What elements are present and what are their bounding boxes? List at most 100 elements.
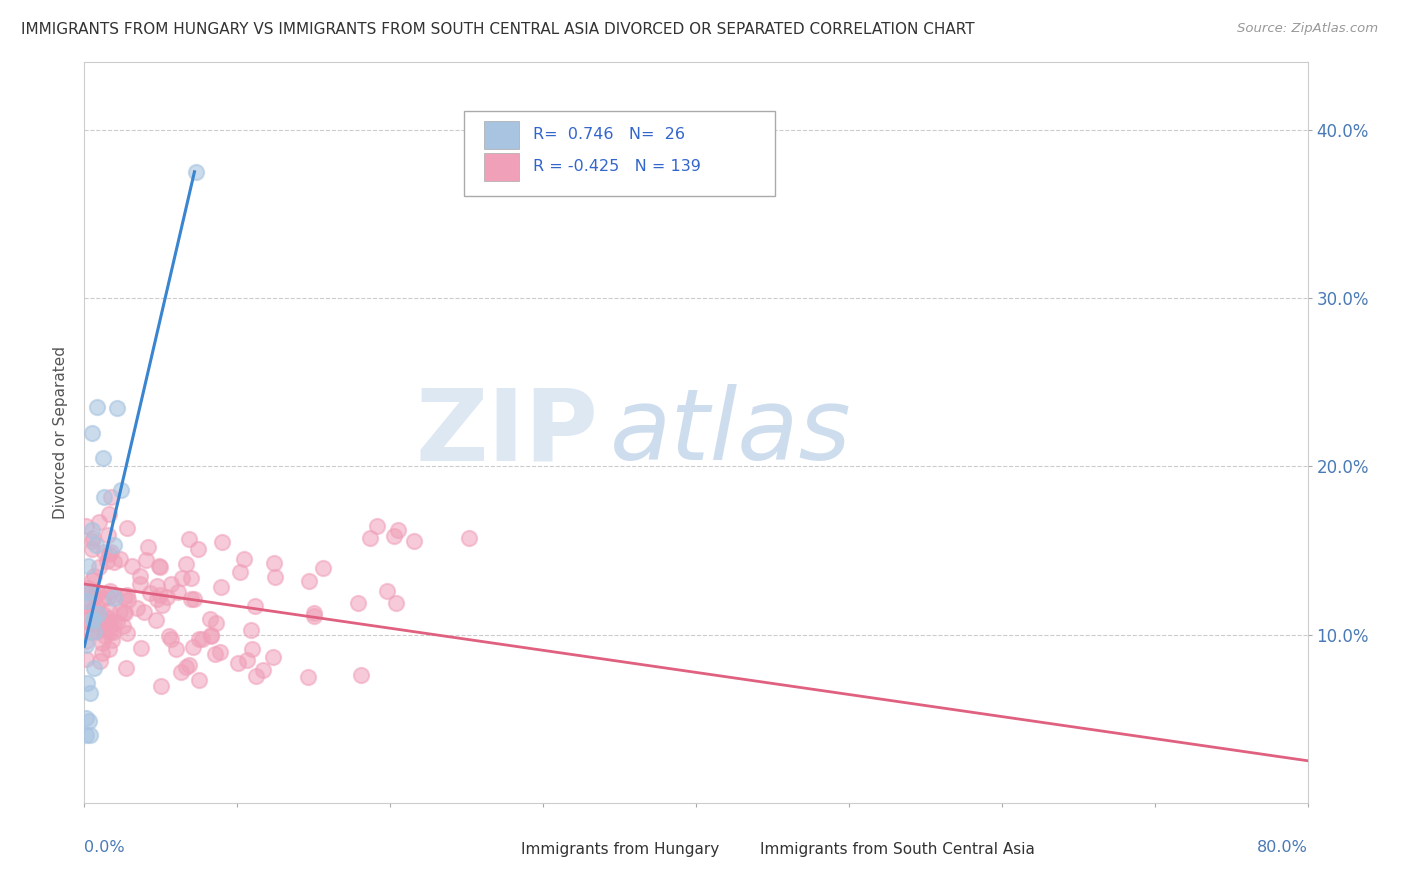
Point bbox=[103, 616, 125, 631]
Bar bbox=[484, 153, 519, 181]
Point bbox=[87, 515, 110, 529]
Point bbox=[83, 589, 105, 603]
Point bbox=[200, 628, 222, 642]
Point bbox=[146, 579, 169, 593]
Point bbox=[177, 657, 200, 672]
Point bbox=[76, 613, 98, 627]
Point bbox=[80, 604, 103, 618]
Point bbox=[76, 585, 98, 599]
Point bbox=[129, 641, 152, 656]
Point bbox=[135, 553, 157, 567]
Point bbox=[174, 557, 197, 571]
Point bbox=[170, 665, 193, 680]
Point bbox=[75, 638, 97, 652]
Point bbox=[103, 538, 125, 552]
Point bbox=[91, 636, 114, 650]
Bar bbox=[484, 121, 519, 149]
Point bbox=[87, 607, 110, 621]
Point bbox=[264, 569, 287, 583]
Point bbox=[97, 528, 120, 542]
Point bbox=[150, 598, 173, 612]
Point bbox=[232, 551, 254, 566]
Point bbox=[385, 596, 408, 610]
FancyBboxPatch shape bbox=[464, 111, 776, 195]
Point bbox=[77, 714, 100, 729]
Point bbox=[304, 609, 326, 624]
Point bbox=[128, 577, 150, 591]
Point bbox=[138, 586, 160, 600]
Point bbox=[97, 603, 120, 617]
Point bbox=[100, 625, 122, 640]
Point bbox=[103, 555, 125, 569]
Point bbox=[159, 577, 181, 591]
Point bbox=[80, 523, 103, 537]
Point bbox=[97, 611, 120, 625]
Point bbox=[80, 541, 103, 556]
Point bbox=[229, 565, 252, 579]
Point bbox=[145, 613, 167, 627]
Point bbox=[93, 490, 115, 504]
Point bbox=[75, 652, 97, 666]
Point bbox=[297, 574, 319, 589]
Point bbox=[79, 686, 101, 700]
Point bbox=[200, 629, 222, 643]
Point bbox=[80, 425, 103, 440]
Point bbox=[174, 660, 197, 674]
Point bbox=[82, 612, 104, 626]
Point bbox=[110, 483, 132, 498]
Point bbox=[121, 558, 143, 573]
Point bbox=[359, 532, 381, 546]
Point bbox=[79, 729, 101, 743]
Point bbox=[75, 711, 97, 725]
Point bbox=[80, 617, 103, 632]
Point bbox=[83, 602, 105, 616]
Text: R = -0.425   N = 139: R = -0.425 N = 139 bbox=[533, 160, 702, 174]
Point bbox=[105, 615, 128, 629]
Point bbox=[125, 601, 148, 615]
Point bbox=[87, 620, 110, 634]
Text: Immigrants from South Central Asia: Immigrants from South Central Asia bbox=[759, 842, 1035, 857]
Point bbox=[458, 531, 481, 545]
Point bbox=[94, 628, 117, 642]
Point bbox=[75, 519, 97, 533]
Text: 80.0%: 80.0% bbox=[1257, 840, 1308, 855]
Point bbox=[159, 629, 181, 643]
Point bbox=[76, 581, 98, 595]
Point bbox=[191, 632, 214, 647]
Point bbox=[243, 599, 266, 614]
Point bbox=[79, 585, 101, 599]
Point bbox=[96, 553, 118, 567]
Point bbox=[180, 591, 202, 606]
Point bbox=[75, 729, 97, 743]
Point bbox=[90, 646, 112, 660]
Point bbox=[110, 604, 132, 618]
Point bbox=[87, 616, 110, 631]
Point bbox=[86, 401, 108, 415]
Point bbox=[382, 529, 405, 543]
Point bbox=[128, 568, 150, 582]
Point bbox=[183, 640, 205, 655]
Point bbox=[84, 590, 107, 604]
Point bbox=[297, 669, 319, 683]
Point bbox=[82, 533, 104, 548]
Point bbox=[115, 626, 138, 640]
Point bbox=[302, 606, 325, 620]
Point bbox=[149, 588, 172, 602]
Point bbox=[209, 581, 232, 595]
Point bbox=[252, 663, 274, 677]
Point bbox=[263, 556, 285, 570]
Point bbox=[167, 585, 190, 599]
Point bbox=[84, 538, 107, 552]
Point bbox=[86, 600, 108, 615]
Point bbox=[80, 624, 103, 639]
Point bbox=[165, 641, 187, 656]
Point bbox=[98, 584, 121, 599]
Point bbox=[209, 645, 232, 659]
Point bbox=[117, 592, 139, 607]
Text: Source: ZipAtlas.com: Source: ZipAtlas.com bbox=[1237, 22, 1378, 36]
Point bbox=[98, 547, 121, 561]
Point bbox=[240, 623, 263, 637]
Point bbox=[160, 632, 183, 646]
Point bbox=[240, 642, 263, 657]
Point bbox=[115, 521, 138, 535]
